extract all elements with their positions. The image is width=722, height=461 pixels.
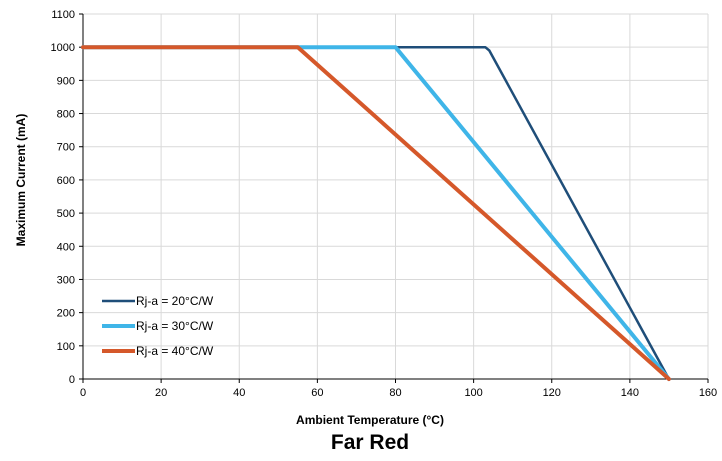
x-tick-label: 160 — [699, 387, 717, 399]
y-tick-label: 700 — [57, 142, 75, 154]
legend-label: Rj-a = 30°C/W — [136, 319, 214, 333]
y-tick-label: 0 — [69, 374, 75, 386]
y-tick-label: 100 — [57, 341, 75, 353]
y-tick-label: 200 — [57, 308, 75, 320]
gridlines — [83, 13, 709, 379]
y-tick-label: 600 — [57, 175, 75, 187]
y-tick-label: 900 — [57, 75, 75, 87]
axes — [79, 13, 709, 383]
y-tick-label: 1100 — [51, 9, 75, 21]
series-line-3 — [81, 45, 671, 381]
x-tick-label: 20 — [155, 387, 167, 399]
x-axis-title: Ambient Temperature (°C) — [296, 413, 444, 427]
y-axis-title: Maximum Current (mA) — [14, 114, 28, 247]
x-tick-label: 140 — [621, 387, 639, 399]
x-tick-label: 0 — [80, 387, 86, 399]
chart-title: Far Red — [331, 431, 409, 454]
x-tick-label: 60 — [311, 387, 323, 399]
legend-label: Rj-a = 20°C/W — [136, 294, 214, 308]
legend: Rj-a = 20°C/W Rj-a = 30°C/W Rj-a = 40°C/W — [102, 294, 214, 358]
y-tick-label: 800 — [57, 109, 75, 121]
x-tick-label: 80 — [389, 387, 401, 399]
x-tick-label: 40 — [233, 387, 245, 399]
x-tick-label: 100 — [464, 387, 482, 399]
x-tick-label: 120 — [543, 387, 561, 399]
y-tick-label: 1000 — [51, 42, 75, 54]
tick-labels: 0 100 200 300 400 500 600 700 800 900 1000 1100 0 20 4… — [51, 9, 718, 399]
legend-label: Rj-a = 40°C/W — [136, 344, 214, 358]
series-lines — [81, 45, 671, 381]
y-tick-label: 400 — [57, 241, 75, 253]
y-tick-label: 500 — [57, 208, 75, 220]
y-tick-label: 300 — [57, 274, 75, 286]
